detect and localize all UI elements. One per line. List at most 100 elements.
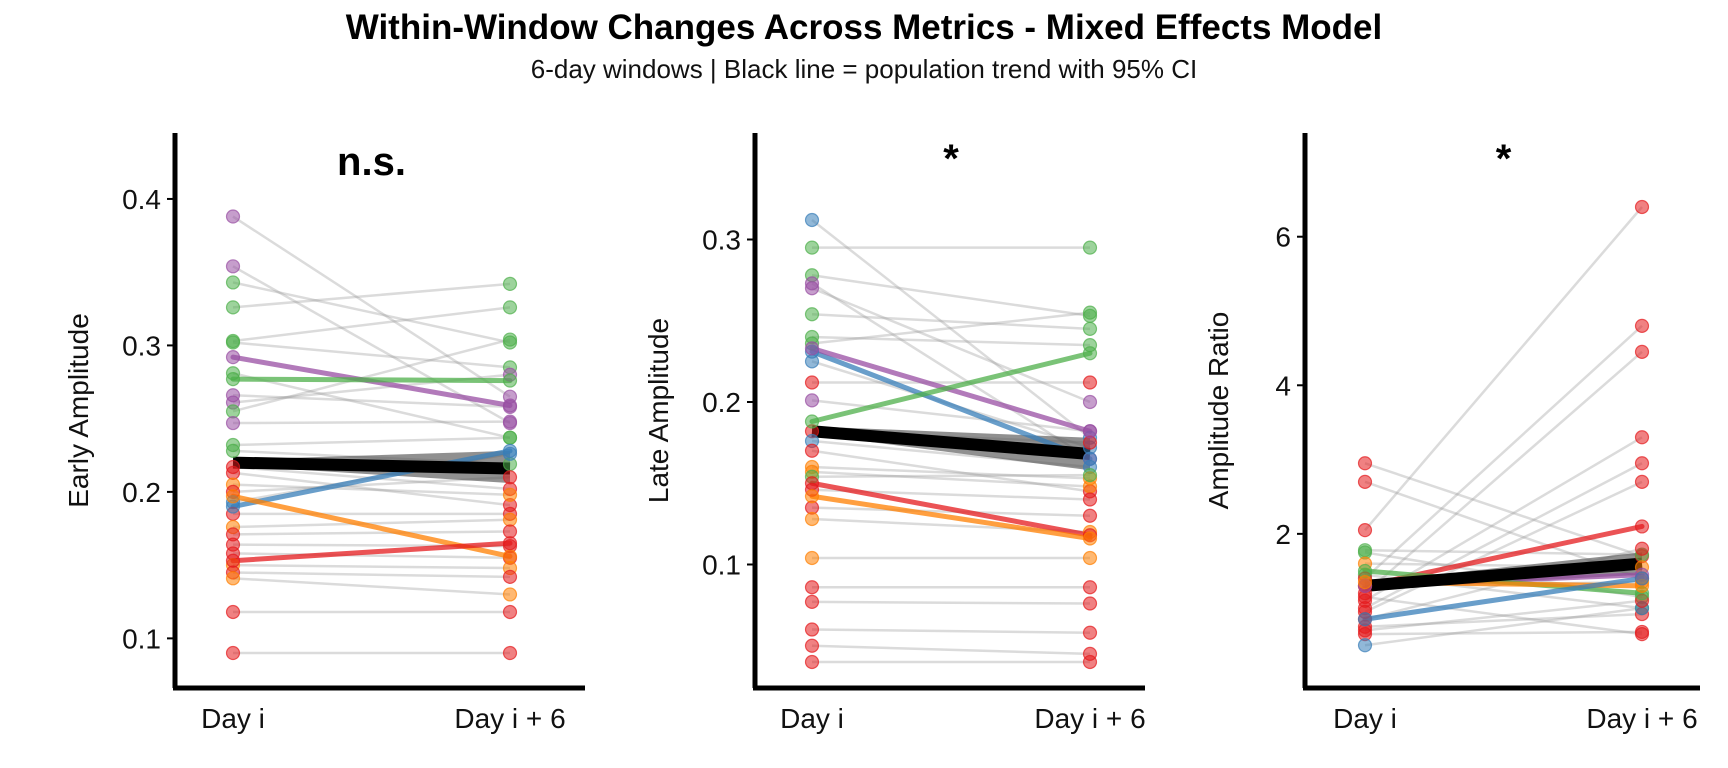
- data-point: [502, 536, 518, 551]
- y-tick-label: 4: [1275, 370, 1291, 401]
- data-point: [225, 372, 241, 387]
- subject-line: [811, 219, 1091, 439]
- data-point: [1357, 456, 1373, 471]
- data-point: [225, 571, 241, 586]
- x-tick-label: Day i + 6: [1586, 703, 1697, 734]
- data-point: [804, 281, 820, 296]
- y-tick-label: 0.3: [122, 330, 161, 361]
- data-point: [1634, 571, 1650, 586]
- data-point: [502, 524, 518, 539]
- data-point: [225, 275, 241, 290]
- subject-line: [811, 311, 1091, 345]
- chart-panel-1: 0.1 0.2 0.3 0.4 Day i Day i + 6 Early Amplitud…: [63, 133, 585, 734]
- data-point: [804, 654, 820, 670]
- subject-line: [811, 287, 1091, 404]
- data-point: [804, 594, 820, 609]
- data-point: [804, 414, 820, 429]
- subject-line: [1364, 612, 1643, 628]
- data-point: [1634, 474, 1650, 489]
- data-point: [502, 587, 518, 602]
- data-point: [225, 300, 241, 315]
- subject-line: [1364, 324, 1643, 580]
- data-point: [225, 465, 241, 480]
- data-point: [1082, 654, 1098, 670]
- data-point: [804, 511, 820, 527]
- subject-line: [1364, 350, 1643, 595]
- data-point: [502, 512, 518, 527]
- data-point: [1082, 346, 1098, 361]
- significance-label: *: [1496, 137, 1512, 181]
- population-trend-line: [232, 456, 511, 475]
- data-point: [1082, 508, 1098, 523]
- significance-label: *: [943, 137, 959, 181]
- data-point: [1634, 199, 1650, 215]
- data-point: [1082, 625, 1098, 640]
- subject-line: [232, 518, 511, 529]
- data-point: [1082, 451, 1098, 466]
- data-point: [502, 569, 518, 584]
- subject-line: [811, 628, 1091, 634]
- highlighted-line: [230, 448, 513, 510]
- subject-line: [232, 420, 511, 425]
- subject-line: [232, 552, 511, 560]
- data-point: [225, 415, 241, 431]
- y-tick-label: 6: [1275, 222, 1291, 253]
- data-point: [1082, 492, 1098, 507]
- data-point: [225, 604, 241, 620]
- data-point: [225, 335, 241, 350]
- data-point: [1082, 468, 1098, 483]
- data-point: [1082, 531, 1098, 546]
- data-point: [804, 622, 820, 637]
- data-point: [225, 404, 241, 419]
- subject-line: [1364, 206, 1643, 531]
- highlighted-line: [809, 480, 1093, 538]
- data-point: [1082, 596, 1098, 611]
- significance-label: n.s.: [337, 140, 406, 184]
- subject-line: [232, 282, 511, 309]
- y-axis-title: Early Amplitude: [63, 313, 94, 508]
- data-point: [1082, 305, 1098, 320]
- data-point: [502, 604, 518, 620]
- data-point: [502, 549, 518, 564]
- subject-line: [811, 313, 1091, 331]
- x-tick-label: Day i + 6: [454, 703, 565, 734]
- x-tick-label: Day i: [201, 703, 265, 734]
- chart-panel-3: 2 4 6 Day i Day i + 6 Amplitude Ratio *: [1203, 133, 1700, 734]
- data-point: [502, 443, 518, 458]
- subject-line: [232, 530, 511, 536]
- data-point: [502, 398, 518, 413]
- y-tick-label: 0.1: [702, 550, 741, 581]
- figure-title: Within-Window Changes Across Metrics - M…: [345, 8, 1383, 47]
- y-tick-label: 2: [1275, 519, 1291, 550]
- data-point: [1634, 627, 1650, 642]
- subject-line: [1364, 480, 1643, 613]
- subject-line: [1364, 599, 1643, 632]
- data-point: [502, 645, 518, 661]
- y-tick-label: 0.2: [702, 387, 741, 418]
- x-tick-label: Day i: [1333, 703, 1397, 734]
- subject-line: [232, 563, 511, 570]
- subject-line: [232, 341, 511, 369]
- highlighted-line: [809, 493, 1093, 541]
- subject-line: [232, 471, 511, 507]
- subject-line: [232, 393, 511, 409]
- data-point: [804, 550, 820, 566]
- data-point: [804, 375, 820, 390]
- data-point: [502, 300, 518, 315]
- data-point: [225, 209, 241, 224]
- data-point: [1082, 321, 1098, 336]
- subject-line: [811, 274, 1091, 318]
- data-point: [1634, 519, 1650, 534]
- data-point: [804, 307, 820, 322]
- subject-line: [232, 483, 511, 497]
- figure-subtitle: 6-day windows | Black line = population …: [530, 54, 1198, 84]
- x-tick-label: Day i: [780, 703, 844, 734]
- subject-line: [811, 470, 1091, 488]
- population-trend-line: [811, 425, 1091, 460]
- data-point: [1357, 575, 1373, 590]
- subject-line: [811, 449, 1091, 493]
- data-point: [804, 580, 820, 595]
- data-point: [502, 276, 518, 292]
- subject-line: [811, 465, 1091, 480]
